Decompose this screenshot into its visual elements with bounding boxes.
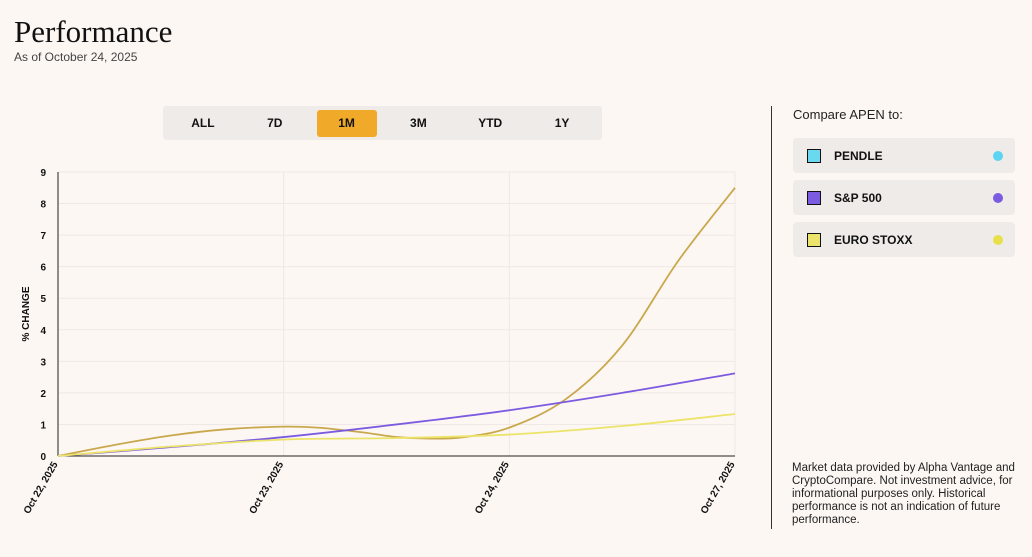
y-tick-label: 4 (40, 326, 46, 337)
series-color-dot (993, 192, 1003, 203)
y-tick-label: 1 (40, 420, 46, 431)
y-tick-label: 6 (40, 263, 46, 274)
series-line-1 (57, 372, 736, 457)
y-tick-label: 9 (40, 168, 46, 179)
range-button-all[interactable]: ALL (173, 110, 233, 137)
range-button-ytd[interactable]: YTD (460, 110, 520, 137)
time-range-selector: ALL 7D 1M 3M YTD 1Y (163, 106, 602, 140)
y-tick-label: 3 (40, 357, 46, 368)
y-tick-label: 7 (40, 231, 46, 242)
series-color-dot (993, 150, 1003, 161)
x-tick-label: Oct 22, 2025 (22, 460, 61, 516)
x-tick-label: Oct 23, 2025 (248, 460, 287, 516)
compare-item-pendle[interactable]: PENDLE (793, 138, 1015, 173)
page-title: Performance (14, 14, 173, 49)
series-line-0 (57, 187, 736, 457)
as-of-date: As of October 24, 2025 (14, 50, 138, 64)
x-tick-label: Oct 24, 2025 (473, 460, 512, 516)
compare-item-label: S&P 500 (834, 190, 882, 205)
compare-item-label: EURO STOXX (834, 232, 913, 247)
range-button-1m[interactable]: 1M (316, 109, 377, 137)
range-button-7d[interactable]: 7D (245, 110, 305, 137)
y-axis-label: % CHANGE (21, 286, 32, 341)
panel-divider (771, 106, 772, 529)
y-tick-label: 5 (40, 294, 46, 305)
range-button-3m[interactable]: 3M (388, 110, 448, 137)
compare-item-s-p-500[interactable]: S&P 500 (793, 180, 1015, 215)
y-tick-label: 2 (40, 389, 46, 400)
compare-item-label: PENDLE (834, 148, 883, 163)
range-button-1y[interactable]: 1Y (532, 110, 592, 137)
series-line-2 (57, 413, 736, 457)
compare-label: Compare APEN to: (793, 107, 903, 122)
series-color-dot (993, 234, 1003, 245)
performance-chart: 0 1 2 3 4 5 6 7 8 9 Oct 22, 2025 Oct 23, 2025 Oct 24… (21, 168, 738, 516)
x-tick-label: Oct 27, 2025 (699, 460, 738, 516)
compare-list: PENDLE S&P 500 EURO STOXX (793, 138, 1015, 264)
compare-item-euro-stoxx[interactable]: EURO STOXX (793, 222, 1015, 257)
compare-checkbox[interactable] (807, 232, 821, 247)
compare-checkbox[interactable] (807, 190, 821, 205)
y-tick-label: 0 (40, 452, 46, 463)
y-tick-label: 8 (40, 200, 46, 211)
disclaimer-text: Market data provided by Alpha Vantage an… (792, 462, 1015, 526)
compare-checkbox[interactable] (807, 148, 821, 163)
